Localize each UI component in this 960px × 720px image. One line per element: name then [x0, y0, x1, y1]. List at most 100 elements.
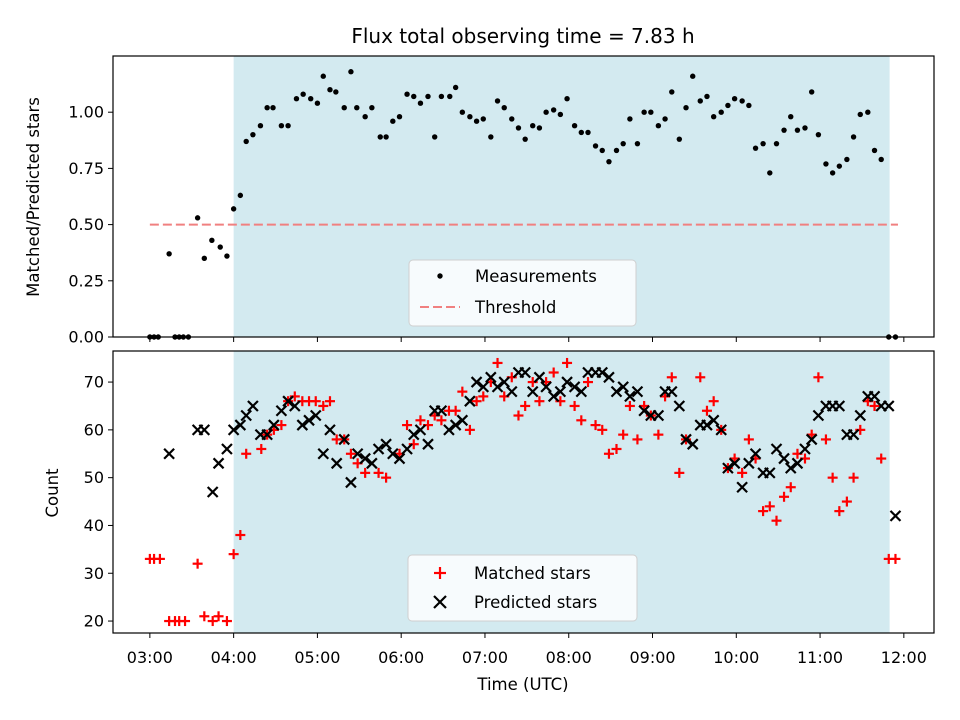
predicted-star-point [163, 447, 175, 460]
ratio-panel-frame [112, 55, 935, 338]
matched-star-point [869, 400, 880, 411]
matched-star-point [513, 410, 524, 421]
measurement-point [606, 158, 612, 165]
matched-star-point [758, 506, 769, 517]
measurement-point [857, 111, 863, 118]
predicted-star-point [568, 381, 581, 393]
count-ytick-label: 40 [84, 516, 104, 535]
xtick-label: 10:00 [713, 648, 759, 667]
xtick-label: 12:00 [881, 648, 927, 667]
matched-star-point [373, 467, 384, 478]
matched-star-point [708, 396, 719, 407]
measurement-point [850, 134, 857, 140]
matched-star-point [820, 434, 831, 445]
measurement-point [396, 113, 403, 120]
measurement-point [760, 140, 766, 147]
predicted-star-point [261, 428, 273, 441]
matched-star-point [402, 420, 413, 431]
matched-star-point [228, 549, 239, 560]
predicted-star-point [443, 424, 455, 436]
measurement-point [550, 107, 557, 113]
predicted-star-point [812, 409, 825, 422]
measurement-point [166, 251, 172, 257]
count-ytick-label: 70 [84, 373, 104, 392]
matched-star-point [583, 377, 594, 388]
measurement-point [293, 96, 300, 102]
predicted-star-point [722, 462, 734, 474]
measurement-point [314, 100, 321, 106]
measurement-point [788, 113, 794, 120]
predicted-star-point [414, 424, 427, 436]
matched-star-point [436, 415, 447, 426]
predicted-star-point [805, 433, 818, 446]
matched-star-point [827, 472, 838, 483]
predicted-star-point [638, 404, 650, 417]
matched-star-point [848, 472, 859, 483]
measurement-point [613, 147, 620, 154]
predicted-star-point [275, 404, 288, 417]
predicted-star-point [477, 381, 490, 393]
measurement-point [278, 122, 285, 129]
measurement-point [459, 109, 466, 115]
predicted-star-point [673, 400, 686, 412]
predicted-star-point [728, 457, 741, 470]
predicted-star-point [596, 366, 609, 379]
predicted-star-point [407, 428, 420, 441]
measurement-point [194, 215, 201, 221]
measurement-point [718, 109, 724, 115]
predicted-star-point [526, 385, 539, 398]
predicted-star-point [715, 424, 727, 436]
predicted-star-point [498, 376, 511, 388]
measurement-point [592, 143, 599, 149]
predicted-star-point [505, 385, 518, 398]
measurement-point [438, 93, 445, 100]
predicted-star-point [680, 433, 692, 446]
predicted-star-point [296, 419, 309, 431]
predicted-star-point [631, 385, 644, 398]
measurement-point [467, 113, 473, 120]
measurement-point [354, 105, 360, 111]
matched-star-point [213, 611, 224, 622]
matched-star-point [813, 372, 824, 383]
matched-star-point [611, 443, 622, 454]
matched-star-point [597, 424, 608, 435]
matched-star-point [562, 357, 573, 368]
predicted-star-point [234, 419, 247, 431]
predicted-star-point [317, 447, 330, 460]
legend-threshold-label: Threshold [474, 298, 556, 317]
measurement-point [634, 140, 641, 147]
predicted-star-point [540, 381, 552, 393]
measurement-point [509, 116, 515, 122]
measurement-point [669, 89, 675, 95]
predicted-star-point [366, 457, 378, 470]
measurement-point [571, 122, 578, 129]
matched-star-point [381, 472, 392, 483]
matched-star-point [569, 400, 580, 411]
chart-title: Flux total observing time = 7.83 h [351, 24, 694, 48]
legend-measurements-label: Measurements [475, 267, 597, 286]
measurement-point [697, 98, 703, 104]
measurement-point [447, 93, 453, 100]
predicted-star-point [393, 452, 406, 465]
predicted-star-point [847, 428, 860, 441]
predicted-star-point [289, 400, 301, 412]
matched-star-point [632, 434, 643, 445]
legend-measurements-marker [437, 273, 443, 279]
measurement-point [431, 134, 438, 140]
ratio-ytick-label: 0.25 [68, 271, 104, 290]
predicted-star-point [652, 409, 665, 422]
measurement-point [201, 255, 208, 262]
matched-star-point [548, 367, 559, 378]
predicted-star-point [833, 400, 846, 412]
xtick-label: 08:00 [546, 648, 592, 667]
matched-star-point [764, 501, 775, 512]
matched-star-point [695, 372, 706, 383]
count-ytick-label: 50 [84, 468, 104, 487]
predicted-star-point [449, 419, 462, 431]
measurement-point [710, 113, 717, 120]
matched-star-point [737, 467, 748, 478]
matched-star-point [576, 415, 587, 426]
measurement-point [425, 93, 431, 100]
measurement-point [725, 102, 731, 109]
